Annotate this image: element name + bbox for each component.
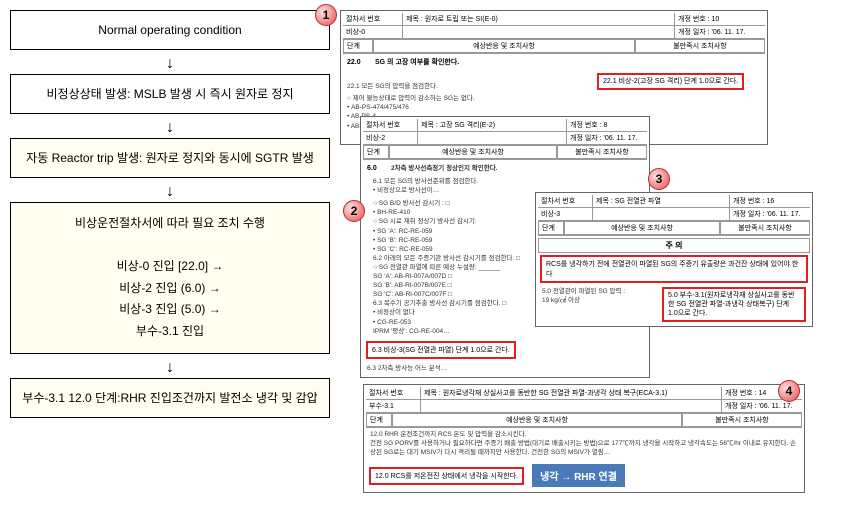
flow-box-4: 부수-3.1 12.0 단계:RHR 진입조건까지 발전소 냉각 및 감압 bbox=[10, 378, 330, 418]
d1-h-c5: 개정 일자 : '06. 11. 17. bbox=[675, 26, 765, 38]
d3-notsat: 불만족시 조치사항 bbox=[720, 221, 810, 235]
doc-card-4: 절차서 번호 제목 : 원자로냉각재 상실사고를 동반한 SG 전열관 파열-과… bbox=[363, 384, 805, 493]
d4-h-c4: 부수-3.1 bbox=[366, 400, 421, 412]
d3-s1: 5.0 전열관이 파열된 SG 압력 : 19 kg/㎠ 이상 bbox=[538, 285, 658, 324]
d1-stage: 단계 bbox=[343, 39, 373, 53]
d3-stage: 단계 bbox=[538, 221, 564, 235]
d3-h-c3: 개정 번호 : 16 bbox=[730, 195, 810, 207]
d1-q: 22.0 bbox=[343, 56, 371, 69]
d4-body: 12.0 RHR 운전조건까지 RCS 온도 및 압력을 감소시킨다. 건전 S… bbox=[366, 428, 802, 459]
d2-qtext: 2차측 방사선측정기 정상인지 확인한다. bbox=[387, 162, 647, 175]
d1-notsat: 불만족시 조치사항 bbox=[635, 39, 765, 53]
d3-h-c2: 제목 : SG 전열관 파열 bbox=[593, 195, 730, 207]
d2-h-c4: 비상-2 bbox=[363, 132, 418, 144]
badge-4: 4 bbox=[778, 380, 800, 402]
d1-redbox: 22.1 비상-2(고장 SG 격리) 단계 1.0으로 간다. bbox=[597, 73, 744, 90]
d3-caution-head: 주 의 bbox=[538, 238, 810, 253]
d4-h-blank bbox=[421, 400, 722, 412]
d3-h-blank bbox=[593, 208, 730, 220]
arrow-1: ↓ bbox=[166, 120, 174, 136]
doc-card-3: 절차서 번호 제목 : SG 전열관 파열 개정 번호 : 16 비상-3 개정… bbox=[535, 192, 813, 327]
d2-stage: 단계 bbox=[363, 145, 389, 159]
d1-h-c2: 제목 : 원자로 트립 또는 SI(E-0) bbox=[403, 13, 675, 25]
badge-2: 2 bbox=[343, 200, 365, 222]
d2-h-c2: 제목 : 고장 SG 격리(E-2) bbox=[418, 119, 567, 131]
arrow-3: ↓ bbox=[166, 360, 174, 376]
d1-h-c3: 개정 번호 : 10 bbox=[675, 13, 765, 25]
documents-column: 절차서 번호 제목 : 원자로 트립 또는 SI(E-0) 개정 번호 : 10… bbox=[340, 10, 842, 505]
d4-h-c1: 절차서 번호 bbox=[366, 387, 421, 399]
d1-expect: 예상반응 및 조치사항 bbox=[373, 39, 635, 53]
d3-h-c5: 개정 일자 : '06. 11. 17. bbox=[730, 208, 810, 220]
flowchart-column: Normal operating condition ↓ 비정상상태 발생: M… bbox=[10, 10, 330, 505]
d2-h-blank bbox=[418, 132, 567, 144]
d2-q: 6.0 bbox=[363, 162, 387, 175]
d4-stage: 단계 bbox=[366, 413, 392, 427]
d1-qtext: SG 의 고장 여부를 확인한다. bbox=[371, 56, 765, 69]
d2-expect: 예상반응 및 조치사항 bbox=[389, 145, 557, 159]
d4-redbox: 12.0 RCS를 저온전진 상태에서 냉각을 시작한다. bbox=[369, 467, 524, 485]
d3-caution-text: RCS를 냉각하기 전에 전열관이 파열된 SG의 주증기 유출량은 과건잔 상… bbox=[540, 255, 808, 283]
d2-notsat: 불만족시 조치사항 bbox=[557, 145, 647, 159]
flow-box-2: 자동 Reactor trip 발생: 원자로 정지와 동시에 SGTR 발생 bbox=[10, 138, 330, 178]
d1-h-c1: 절차서 번호 bbox=[343, 13, 403, 25]
flow-box-1: 비정상상태 발생: MSLB 발생 시 즉시 원자로 정지 bbox=[10, 74, 330, 114]
d1-s1: 22.1 모든 SG의 압력을 점검한다. bbox=[347, 83, 438, 90]
d2-h-c5: 개정 일자 : '06. 11. 17. bbox=[567, 132, 647, 144]
flow-box-0: Normal operating condition bbox=[10, 10, 330, 50]
d2-h-c1: 절차서 번호 bbox=[363, 119, 418, 131]
d1-h-c4: 비상-0 bbox=[343, 26, 403, 38]
flow-box-3: 비상운전절차서에 따라 필요 조치 수행 비상-0 진입 [22.0] → 비상… bbox=[10, 202, 330, 354]
d2-h-c3: 개정 번호 : 8 bbox=[567, 119, 647, 131]
d4-expect: 예상반응 및 조치사항 bbox=[392, 413, 682, 427]
d3-expect: 예상반응 및 조치사항 bbox=[564, 221, 720, 235]
arrow-2: ↓ bbox=[166, 184, 174, 200]
d4-bluebox: 냉각 → RHR 연결 bbox=[532, 464, 625, 487]
d3-h-c4: 비상-3 bbox=[538, 208, 593, 220]
arrow-0: ↓ bbox=[166, 56, 174, 72]
d4-h-c2: 제목 : 원자로냉각재 상실사고를 동반한 SG 전열관 파열-과냉각 상태 복… bbox=[421, 387, 722, 399]
d2-last: 6.3 2차측 방사능 어느 분석… bbox=[363, 362, 647, 375]
d4-notsat: 불만족시 조치사항 bbox=[682, 413, 802, 427]
badge-3: 3 bbox=[648, 168, 670, 190]
badge-1: 1 bbox=[315, 4, 337, 26]
d3-h-c1: 절차서 번호 bbox=[538, 195, 593, 207]
d3-redbox: 5.0 부수-3.1(원자로냉각재 상실사고를 동반한 SG 전열관 파열-과냉… bbox=[662, 287, 806, 322]
d1-h-blank bbox=[403, 26, 675, 38]
d2-redbox: 6.3 비상-3(SG 전열관 파열) 단계 1.0으로 간다. bbox=[366, 341, 516, 359]
